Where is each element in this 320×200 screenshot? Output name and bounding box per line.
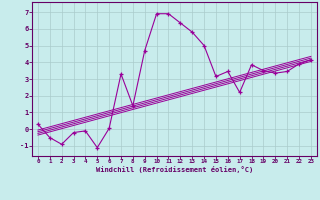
X-axis label: Windchill (Refroidissement éolien,°C): Windchill (Refroidissement éolien,°C) [96, 166, 253, 173]
